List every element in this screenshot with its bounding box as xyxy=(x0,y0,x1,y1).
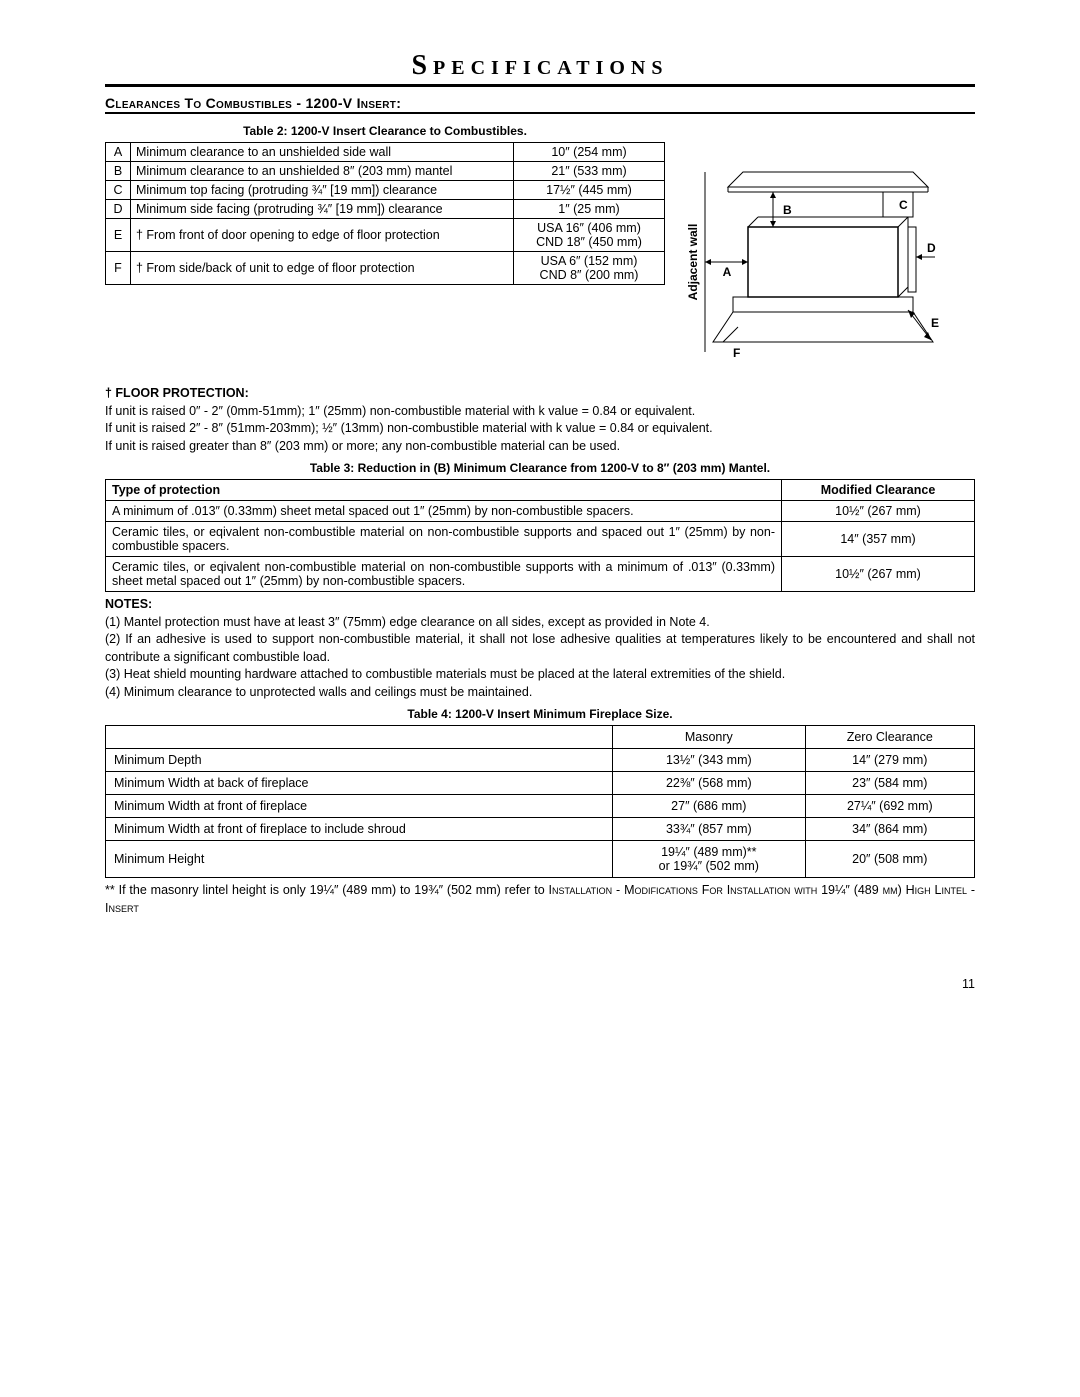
cell-val: USA 6″ (152 mm)CND 8″ (200 mm) xyxy=(514,252,665,285)
cell-zero: 23″ (584 mm) xyxy=(805,772,974,795)
cell-val: 10″ (254 mm) xyxy=(514,143,665,162)
cell-key: F xyxy=(106,252,131,285)
table-row: AMinimum clearance to an unshielded side… xyxy=(106,143,665,162)
table-4-blank xyxy=(106,726,613,749)
table-row: DMinimum side facing (protruding ¾″ [19 … xyxy=(106,200,665,219)
diagram-adjacent-wall-label: Adjacent wall xyxy=(686,224,700,301)
table-row: Minimum Width at back of fireplace22⅜″ (… xyxy=(106,772,975,795)
cell-label: Minimum Width at front of fireplace xyxy=(106,795,613,818)
table-3-h1: Type of protection xyxy=(106,480,782,501)
cell-key: C xyxy=(106,181,131,200)
floor-protection-l2: If unit is raised 2″ - 8″ (51mm-203mm); … xyxy=(105,421,713,435)
table-4-zero: Zero Clearance xyxy=(805,726,974,749)
cell-label: Minimum Height xyxy=(106,841,613,878)
cell-key: D xyxy=(106,200,131,219)
table-4-masonry: Masonry xyxy=(613,726,806,749)
cell-desc: Minimum clearance to an unshielded 8″ (2… xyxy=(131,162,514,181)
diagram-B: B xyxy=(783,203,792,217)
table-4: Masonry Zero Clearance Minimum Depth13½″… xyxy=(105,725,975,878)
table-row: A minimum of .013″ (0.33mm) sheet metal … xyxy=(106,501,975,522)
cell-val: 17½″ (445 mm) xyxy=(514,181,665,200)
cell-masonry: 19¼″ (489 mm)**or 19¾″ (502 mm) xyxy=(613,841,806,878)
cell-desc: Ceramic tiles, or eqivalent non-combusti… xyxy=(106,522,782,557)
notes-2: (2) If an adhesive is used to support no… xyxy=(105,632,975,664)
table-row: Minimum Width at front of fireplace27″ (… xyxy=(106,795,975,818)
cell-masonry: 33¾″ (857 mm) xyxy=(613,818,806,841)
cell-desc: Minimum top facing (protruding ¾″ [19 mm… xyxy=(131,181,514,200)
cell-val: 10½″ (267 mm) xyxy=(782,501,975,522)
diagram-C: C xyxy=(899,198,908,212)
table-3: Type of protection Modified Clearance A … xyxy=(105,479,975,592)
cell-zero: 27¼″ (692 mm) xyxy=(805,795,974,818)
floor-protection-heading: † FLOOR PROTECTION: xyxy=(105,386,249,400)
cell-desc: Ceramic tiles, or eqivalent non-combusti… xyxy=(106,557,782,592)
clearance-diagram: Adjacent wall A B C xyxy=(683,142,943,382)
cell-zero: 34″ (864 mm) xyxy=(805,818,974,841)
cell-label: Minimum Width at front of fireplace to i… xyxy=(106,818,613,841)
cell-val: USA 16″ (406 mm)CND 18″ (450 mm) xyxy=(514,219,665,252)
cell-val: 1″ (25 mm) xyxy=(514,200,665,219)
cell-desc: A minimum of .013″ (0.33mm) sheet metal … xyxy=(106,501,782,522)
cell-masonry: 22⅜″ (568 mm) xyxy=(613,772,806,795)
table-row: Ceramic tiles, or eqivalent non-combusti… xyxy=(106,557,975,592)
table-row: BMinimum clearance to an unshielded 8″ (… xyxy=(106,162,665,181)
table-3-h2: Modified Clearance xyxy=(782,480,975,501)
page-title: Specifications xyxy=(105,50,975,87)
table-2-caption: Table 2: 1200-V Insert Clearance to Comb… xyxy=(105,124,665,138)
floor-protection-block: † FLOOR PROTECTION: If unit is raised 0″… xyxy=(105,385,975,455)
table-4-caption: Table 4: 1200-V Insert Minimum Fireplace… xyxy=(105,707,975,721)
diagram-E: E xyxy=(931,316,939,330)
cell-desc: Minimum clearance to an unshielded side … xyxy=(131,143,514,162)
page-number: 11 xyxy=(105,977,975,991)
cell-masonry: 13½″ (343 mm) xyxy=(613,749,806,772)
cell-key: E xyxy=(106,219,131,252)
table-row: Ceramic tiles, or eqivalent non-combusti… xyxy=(106,522,975,557)
cell-desc: † From side/back of unit to edge of floo… xyxy=(131,252,514,285)
cell-val: 10½″ (267 mm) xyxy=(782,557,975,592)
cell-label: Minimum Depth xyxy=(106,749,613,772)
table-row: F† From side/back of unit to edge of flo… xyxy=(106,252,665,285)
cell-zero: 14″ (279 mm) xyxy=(805,749,974,772)
diagram-A: A xyxy=(723,265,732,279)
footnote-p1: ** If the masonry lintel height is only … xyxy=(105,883,549,897)
notes-3: (3) Heat shield mounting hardware attach… xyxy=(105,667,785,681)
cell-desc: Minimum side facing (protruding ¾″ [19 m… xyxy=(131,200,514,219)
table-row: Minimum Depth13½″ (343 mm)14″ (279 mm) xyxy=(106,749,975,772)
footnote: ** If the masonry lintel height is only … xyxy=(105,882,975,917)
floor-protection-l1: If unit is raised 0″ - 2″ (0mm-51mm); 1″… xyxy=(105,404,695,418)
table-row: Minimum Width at front of fireplace to i… xyxy=(106,818,975,841)
diagram-D: D xyxy=(927,241,936,255)
notes-1: (1) Mantel protection must have at least… xyxy=(105,615,710,629)
cell-key: B xyxy=(106,162,131,181)
table-row: Minimum Height19¼″ (489 mm)**or 19¾″ (50… xyxy=(106,841,975,878)
cell-label: Minimum Width at back of fireplace xyxy=(106,772,613,795)
table-row: E† From front of door opening to edge of… xyxy=(106,219,665,252)
notes-heading: NOTES: xyxy=(105,597,152,611)
notes-4: (4) Minimum clearance to unprotected wal… xyxy=(105,685,532,699)
cell-zero: 20″ (508 mm) xyxy=(805,841,974,878)
cell-key: A xyxy=(106,143,131,162)
cell-desc: † From front of door opening to edge of … xyxy=(131,219,514,252)
section-subtitle: Clearances To Combustibles - 1200-V Inse… xyxy=(105,95,975,114)
cell-masonry: 27″ (686 mm) xyxy=(613,795,806,818)
floor-protection-l3: If unit is raised greater than 8″ (203 m… xyxy=(105,439,620,453)
cell-val: 21″ (533 mm) xyxy=(514,162,665,181)
table-3-caption: Table 3: Reduction in (B) Minimum Cleara… xyxy=(105,461,975,475)
cell-val: 14″ (357 mm) xyxy=(782,522,975,557)
table-2: AMinimum clearance to an unshielded side… xyxy=(105,142,665,285)
table-row: CMinimum top facing (protruding ¾″ [19 m… xyxy=(106,181,665,200)
notes-block: NOTES: (1) Mantel protection must have a… xyxy=(105,596,975,701)
table-2-row-container: AMinimum clearance to an unshielded side… xyxy=(105,142,975,382)
diagram-F: F xyxy=(733,346,740,360)
